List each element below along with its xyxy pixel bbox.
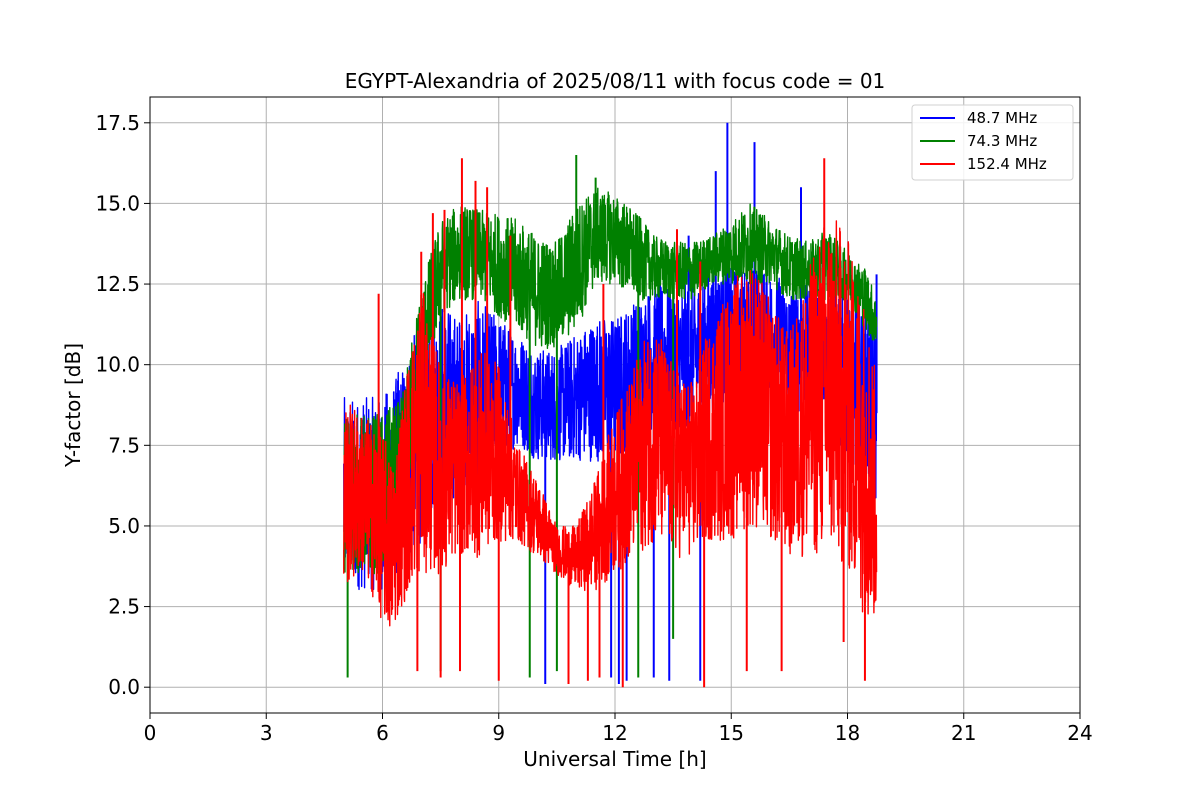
y-tick-label: 17.5 — [95, 111, 140, 135]
legend-label: 152.4 MHz — [967, 155, 1047, 173]
x-tick-label: 24 — [1067, 721, 1092, 745]
legend-label: 74.3 MHz — [967, 132, 1037, 150]
x-tick-label: 21 — [951, 721, 976, 745]
legend-box — [911, 104, 1074, 181]
x-tick-label: 12 — [602, 721, 627, 745]
y-tick-label: 2.5 — [108, 595, 140, 619]
legend-label: 48.7 MHz — [967, 109, 1037, 127]
series-line — [343, 267, 878, 591]
x-axis-ticks: 0 3 6 9 12 15 18 21 24 — [144, 713, 1093, 745]
series-152_4-mhz — [343, 158, 878, 688]
legend: 48.7 MHz 74.3 MHz 152.4 MHz — [911, 104, 1074, 181]
x-tick-label: 18 — [835, 721, 860, 745]
x-tick-label: 6 — [376, 721, 389, 745]
x-tick-label: 9 — [492, 721, 505, 745]
plot-area — [343, 122, 878, 688]
chart-title: EGYPT-Alexandria of 2025/08/11 with focu… — [345, 69, 886, 93]
x-tick-label: 15 — [719, 721, 744, 745]
x-tick-label: 0 — [144, 721, 157, 745]
y-tick-label: 10.0 — [95, 353, 140, 377]
x-axis-label: Universal Time [h] — [523, 747, 706, 771]
y-tick-label: 0.0 — [108, 675, 140, 699]
y-tick-label: 15.0 — [95, 191, 140, 215]
y-tick-label: 12.5 — [95, 272, 140, 296]
y-tick-label: 5.0 — [108, 514, 140, 538]
x-tick-label: 3 — [260, 721, 273, 745]
y-axis-ticks: 0.0 2.5 5.0 7.5 10.0 12.5 15.0 17.5 — [95, 111, 150, 699]
y-tick-label: 7.5 — [108, 433, 140, 457]
y-axis-label: Y-factor [dB] — [61, 343, 85, 468]
